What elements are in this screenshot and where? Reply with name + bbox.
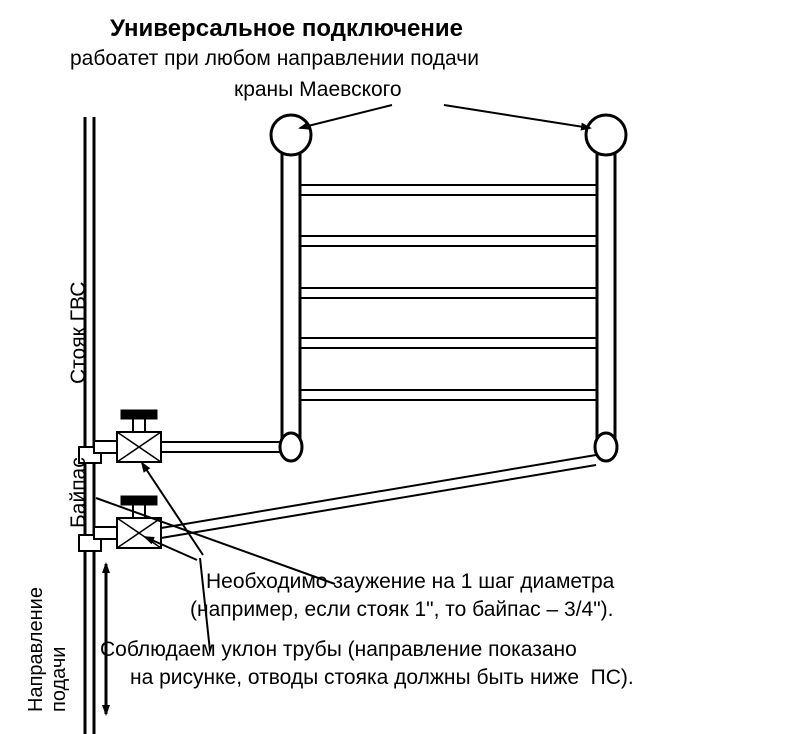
callout-valve-left: [300, 105, 392, 128]
bypass-label: Байпас: [67, 457, 91, 528]
mayevsky-valve-0: [271, 115, 311, 155]
pipe-lower-top: [161, 455, 596, 528]
mayevsky-valve-1: [586, 115, 626, 155]
slope-note-l1: Соблюдаем уклон трубы (направление показ…: [100, 638, 577, 662]
stub-top: [94, 441, 117, 453]
rung-3: [298, 338, 599, 348]
subtitle-text: рабоатет при любом направлении подачи: [70, 47, 479, 71]
pipe-lower-bot: [161, 465, 596, 538]
post-right: [597, 140, 615, 447]
valves-label: краны Маевского: [234, 78, 402, 102]
post-left: [282, 140, 300, 447]
narrowing-note-l1: Необходимо заужение на 1 шаг диаметра: [206, 570, 614, 594]
rung-2: [298, 288, 599, 298]
riser-label: Стояк ГВС: [67, 282, 91, 384]
bottom-cap-1: [595, 433, 617, 461]
title-text: Универсальное подключение: [110, 15, 463, 43]
slope-note-l2: на рисунке, отводы стояка должны быть ни…: [130, 666, 634, 690]
valve-bot-handle: [121, 496, 157, 505]
callout-valve-right: [444, 105, 590, 128]
rung-1: [298, 236, 599, 246]
rung-4: [298, 390, 599, 400]
bottom-cap-0: [280, 433, 302, 461]
narrowing-note-l2: (например, если стояк 1", то байпас – 3/…: [190, 598, 614, 622]
flow-direction-label: Направление подачи: [25, 587, 71, 712]
valve-top-handle: [121, 410, 157, 419]
rung-0: [298, 185, 599, 195]
stub-bot: [94, 527, 117, 539]
